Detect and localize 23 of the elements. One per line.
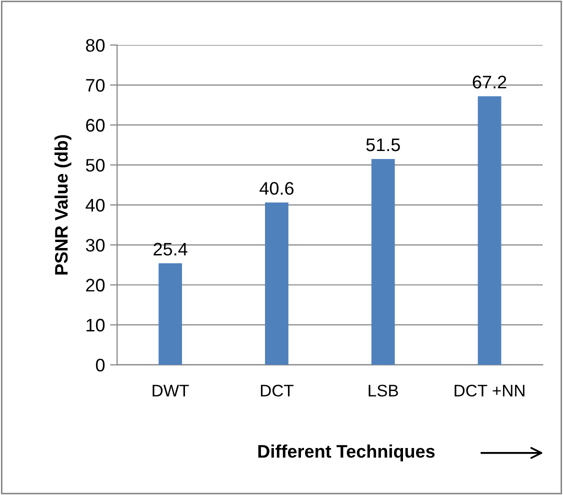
data-label: 25.4 bbox=[154, 242, 188, 256]
bar bbox=[371, 158, 395, 365]
y-tick-label: 70 bbox=[86, 78, 105, 92]
y-tick-label: 30 bbox=[86, 238, 105, 252]
bar bbox=[158, 263, 182, 365]
x-axis-title: Different Techniques bbox=[258, 444, 435, 462]
bar bbox=[478, 96, 502, 365]
y-tick-label: 10 bbox=[86, 318, 105, 332]
y-tick-label: 80 bbox=[86, 38, 105, 52]
x-tick-label: LSB bbox=[368, 384, 398, 396]
y-tick-label: 20 bbox=[86, 278, 105, 292]
y-axis-title: PSNR Value (db) bbox=[54, 135, 72, 274]
data-label: 40.6 bbox=[260, 182, 294, 195]
x-tick-label: DCT +NN bbox=[454, 384, 524, 396]
x-tick-label: DWT bbox=[152, 384, 189, 396]
bar bbox=[265, 202, 288, 365]
y-tick-label: 50 bbox=[86, 158, 105, 172]
data-label: 51.5 bbox=[366, 138, 400, 152]
y-tick-label: 40 bbox=[86, 198, 105, 212]
data-label: 67.2 bbox=[472, 76, 506, 88]
y-tick-label: 60 bbox=[86, 118, 105, 132]
x-tick-label: DCT bbox=[260, 384, 294, 396]
y-tick-label: 0 bbox=[96, 358, 105, 372]
